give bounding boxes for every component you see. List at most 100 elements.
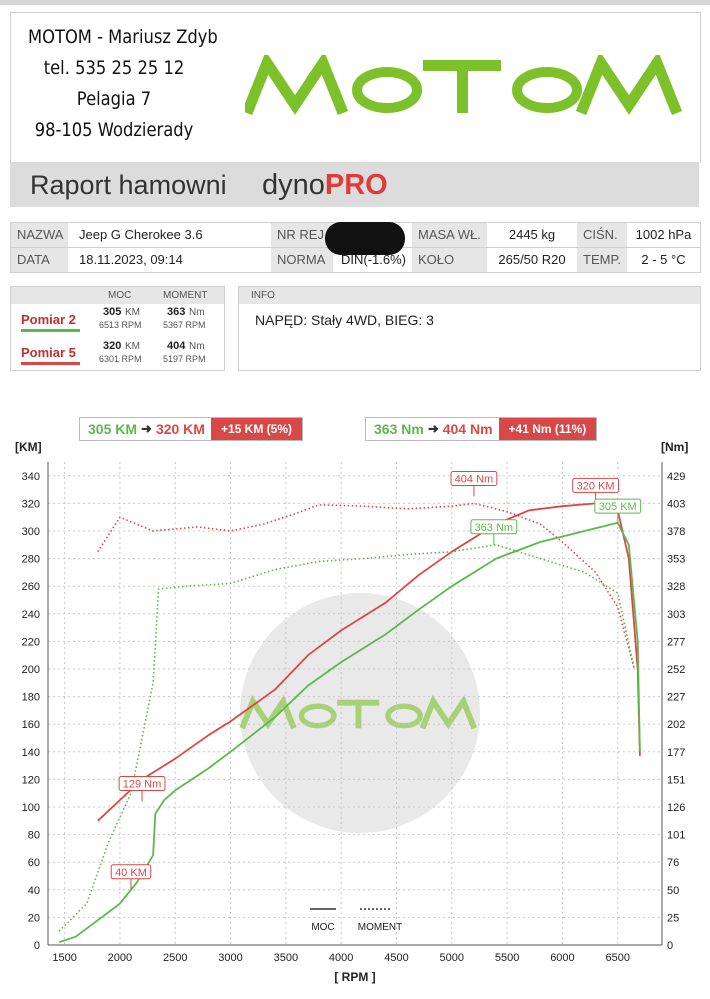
y-tick-left: 200 (22, 664, 40, 676)
x-tick: 6500 (606, 952, 630, 964)
norma-value: DIN(-1.6%) (341, 252, 407, 267)
annotation-callout: 40 KM (110, 864, 152, 890)
y-tick-left: 320 (22, 498, 40, 510)
contact-block: MOTOM - Mariusz Zdyb tel. 535 25 25 12 P… (28, 22, 218, 146)
x-tick: 6000 (550, 952, 574, 964)
y-tick-right: 252 (667, 664, 685, 676)
x-tick: 2000 (108, 952, 132, 964)
x-tick: 3000 (218, 952, 242, 964)
y-tick-left: 280 (22, 554, 40, 566)
annotation-box (118, 775, 166, 791)
power-unit: KM (125, 307, 140, 318)
torque-unit: Nm (189, 307, 205, 318)
torque-to: 404 Nm (442, 421, 493, 437)
moc-header: MOC (108, 290, 132, 301)
series-moment-pomiar-2 (58, 544, 636, 932)
y-tick-left: 120 (22, 774, 40, 786)
legend-moc-label: MOC (311, 922, 334, 933)
x-tick: 3500 (274, 952, 298, 964)
annotation-label: 129 Nm (123, 778, 162, 790)
registration-redaction (325, 222, 405, 255)
measurement-name: Pomiar 5 (21, 345, 76, 360)
power-to: 320 KM (155, 421, 205, 437)
annotation-callout: 320 KM (572, 477, 620, 504)
y-tick-right: 277 (667, 636, 685, 648)
annotation-label: 320 KM (577, 480, 615, 492)
masa-value: 2445 kg (508, 227, 556, 242)
torque-comparison: 363 Nm ➜ 404 Nm +41 Nm (11%) (365, 417, 598, 441)
dynopro-brand: dynoPRO (262, 169, 388, 202)
x-tick: 4500 (384, 952, 408, 964)
x-tick: 2500 (163, 952, 187, 964)
y-tick-right: 25 (667, 912, 679, 924)
annotation-label: 363 Nm (475, 522, 514, 534)
annotation-label: 305 KM (599, 501, 637, 513)
y-tick-right: 328 (667, 581, 685, 593)
x-tick: 1500 (52, 952, 76, 964)
temp-label: TEMP. (577, 248, 627, 272)
moment-header: MOMENT (163, 290, 208, 301)
y-tick-right: 101 (667, 830, 685, 842)
y-tick-right: 50 (667, 885, 679, 897)
series-moc-pomiar-2 (58, 521, 641, 944)
annotation-callout: 404 Nm (450, 471, 498, 497)
annotation-label: 40 KM (115, 867, 147, 879)
nazwa-label: NAZWA (11, 223, 68, 247)
y-tick-right: 202 (667, 719, 685, 731)
torque-rpm: 5197 RPM (163, 354, 206, 364)
x-tick: 5000 (440, 952, 464, 964)
power-unit: KM (125, 341, 140, 352)
torque-value: 404 (167, 340, 186, 352)
arrow-right-icon: ➜ (141, 421, 152, 436)
series-moment-pomiar-5 (97, 502, 636, 670)
y-tick-right: 0 (667, 940, 673, 952)
annotation-label: 404 Nm (455, 474, 494, 486)
power-value: 305 (103, 306, 122, 318)
company-name: MOTOM - Mariusz Zdyb (28, 26, 218, 48)
y-tick-right: 403 (667, 498, 685, 510)
norma-label: NORMA (271, 248, 333, 272)
info-text: NAPĘD: Stały 4WD, BIEG: 3 (255, 312, 434, 328)
y-tick-left: 0 (34, 940, 40, 952)
annotation-box (594, 498, 642, 514)
annotation-callout: 363 Nm (470, 519, 518, 545)
y-tick-right: 429 (667, 471, 685, 483)
y-tick-left: 240 (22, 609, 40, 621)
kolo-label: KOŁO (412, 248, 487, 272)
cisn-label: CIŚN. (577, 223, 627, 247)
annotation-box (470, 519, 518, 535)
data-value: 18.11.2023, 09:14 (79, 252, 183, 267)
power-from: 305 KM (88, 421, 138, 437)
report-title: Raport hamowni (30, 170, 227, 200)
y-tick-left: 300 (22, 526, 40, 538)
measurements-header: MOC MOMENT (11, 287, 224, 304)
motom-logo (245, 55, 683, 115)
masa-label: MASA WŁ. (412, 223, 487, 247)
y-tick-right: 126 (667, 802, 685, 814)
annotation-callout: 129 Nm (118, 775, 166, 802)
y-tick-right: 151 (667, 774, 685, 786)
report-title-band: Raport hamowni dynoPRO (10, 162, 699, 207)
city-address: 98-105 Wodzierady (34, 119, 194, 141)
y-tick-right: 76 (667, 857, 679, 869)
temp-value: 2 - 5 °C (641, 252, 686, 267)
brand-dyno: dyno (262, 169, 325, 201)
torque-unit: Nm (189, 341, 205, 352)
top-bar (0, 0, 710, 5)
nrrej-label: NR REJ. (271, 223, 333, 247)
dyno-chart: 0 0 20 25 40 50 60 76 80 101 100 126 120 151 140 177 160… (15, 440, 688, 984)
y-tick-left: 160 (22, 719, 40, 731)
y-tick-left: 220 (22, 636, 40, 648)
power-diff-badge: +15 KM (5%) (210, 418, 302, 440)
y-tick-right: 177 (667, 747, 685, 759)
info-panel: INFO NAPĘD: Stały 4WD, BIEG: 3 (238, 286, 701, 371)
y-tick-left: 80 (28, 830, 40, 842)
measurement-name: Pomiar 2 (21, 312, 76, 327)
y-tick-right: 378 (667, 526, 685, 538)
y-tick-right: 227 (667, 692, 685, 704)
info-header: INFO (239, 287, 700, 304)
power-value: 320 (103, 340, 122, 352)
x-axis-label: [ RPM ] (334, 970, 375, 984)
power-comparison: 305 KM ➜ 320 KM +15 KM (5%) (79, 417, 303, 441)
power-rpm: 6513 RPM (99, 320, 142, 330)
